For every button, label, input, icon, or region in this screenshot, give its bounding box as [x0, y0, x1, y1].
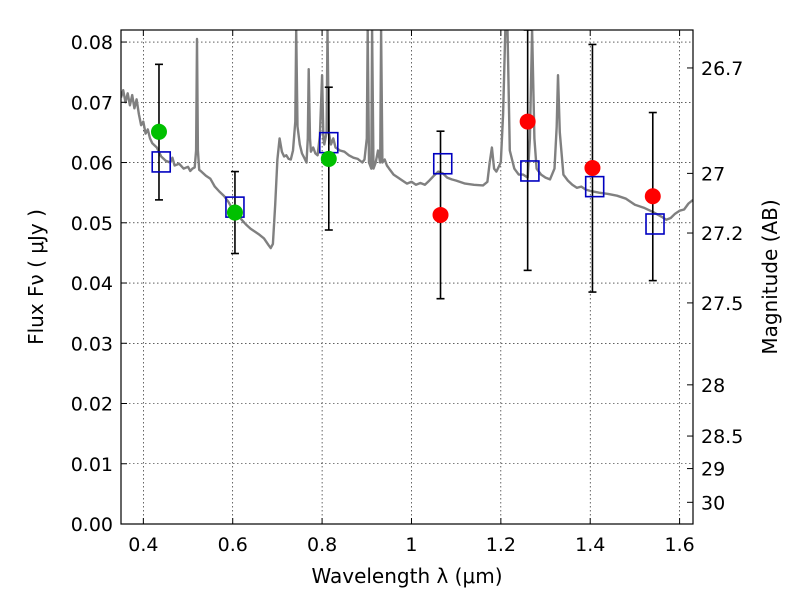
y-tick-label: 0.02 — [71, 394, 113, 416]
red-data-point — [432, 206, 449, 223]
x-tick-label: 0.6 — [218, 534, 248, 556]
green-data-point — [226, 204, 243, 221]
x-tick-label: 0.8 — [307, 534, 337, 556]
model-spectrum-line — [121, 30, 693, 250]
y-tick-label: 0.08 — [71, 32, 113, 54]
y-axis-label: Flux Fν ( μJy ) — [24, 209, 48, 345]
y-tick-label: 0.04 — [71, 273, 113, 295]
y-tick-label: 0.06 — [71, 153, 113, 175]
y2-tick-label: 28.5 — [701, 426, 743, 448]
y-tick-label: 0.03 — [71, 333, 113, 355]
plot-frame — [120, 29, 694, 525]
y2-tick-label: 27.2 — [701, 223, 743, 245]
y2-tick-label: 28 — [701, 375, 725, 397]
y2-tick-label: 29 — [701, 459, 725, 481]
x-axis-label: Wavelength λ (μm) — [311, 564, 502, 588]
synthetic-photometry-square — [645, 213, 665, 235]
y2-tick-label: 27 — [701, 163, 725, 185]
x-tick-label: 1.6 — [664, 534, 694, 556]
synthetic-photometry-square — [520, 160, 540, 182]
plot-area — [121, 30, 693, 300]
synthetic-photometry-square — [432, 152, 453, 175]
y2-tick-label: 27.5 — [701, 293, 743, 315]
red-data-point — [584, 159, 601, 176]
green-data-point — [150, 123, 167, 140]
y-tick-label: 0.07 — [71, 92, 113, 114]
red-data-point — [519, 113, 536, 130]
red-data-point — [644, 188, 661, 205]
green-data-point — [320, 150, 337, 167]
x-tick-label: 1.4 — [575, 534, 605, 556]
axes: 0.4 0.6 0.8 1 1.2 1.4 1.6 0.00 0.01 0.02 0.03 0.04 0… — [71, 30, 743, 556]
y-tick-label: 0.01 — [71, 454, 113, 476]
y-tick-label: 0.00 — [71, 514, 113, 536]
synthetic-photometry-square — [584, 175, 605, 198]
y2-axis-label: Magnitude (AB) — [758, 199, 782, 354]
synthetic-photometry-square — [151, 151, 172, 173]
x-tick-label: 1.2 — [486, 534, 516, 556]
y2-tick-label: 26.7 — [701, 58, 743, 80]
y-tick-label: 0.05 — [71, 213, 113, 235]
y2-tick-label: 30 — [701, 492, 725, 514]
x-tick-label: 0.4 — [128, 534, 158, 556]
x-tick-label: 1 — [405, 534, 417, 556]
